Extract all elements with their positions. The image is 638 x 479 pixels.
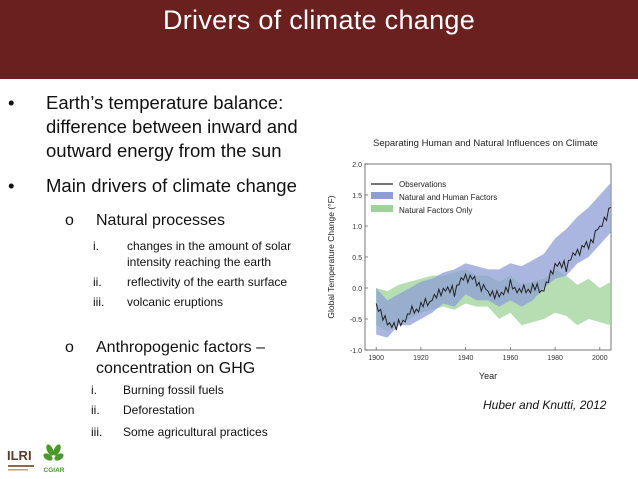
item-number: iii. xyxy=(91,425,103,439)
ilri-logo: ILRI xyxy=(7,448,34,471)
y-axis-label: Global Temperature Change (°F) xyxy=(326,195,336,318)
anthro-item-3: iii. Some agricultural practices xyxy=(91,424,268,440)
sub-natural-processes: o Natural processes xyxy=(65,210,225,231)
cgiar-logo-text: CGIAR xyxy=(44,467,65,474)
anthro-item-2: ii. Deforestation xyxy=(91,402,195,418)
bullet-marker: • xyxy=(8,92,15,113)
x-tick-label: 1980 xyxy=(547,355,563,362)
bullet-line: difference between inward and xyxy=(46,116,298,137)
bullet-marker: • xyxy=(8,175,15,196)
legend-swatch-natural-human xyxy=(371,192,393,199)
ilri-logo-text: ILRI xyxy=(7,448,32,463)
item-number: iii. xyxy=(93,295,105,309)
item-text: Burning fossil fuels xyxy=(123,383,224,397)
item-text: volcanic eruptions xyxy=(127,295,224,309)
item-number: i. xyxy=(93,239,99,253)
sub-anthropogenic: o Anthropogenic factors – concentration … xyxy=(65,337,265,379)
sub-label: concentration on GHG xyxy=(96,360,256,377)
natural-human-band xyxy=(376,182,611,338)
legend-label: Observations xyxy=(399,180,446,189)
y-tick-label: -0.5 xyxy=(350,317,362,324)
title-bar: Drivers of climate change xyxy=(0,0,638,79)
sub-label: Anthropogenic factors – xyxy=(96,339,265,356)
observations-line xyxy=(375,206,612,331)
bullet-main-drivers: • Main drivers of climate change xyxy=(8,174,297,198)
x-axis-label: Year xyxy=(479,371,497,381)
item-number: ii. xyxy=(91,403,100,417)
item-text: Some agricultural practices xyxy=(123,425,268,439)
x-tick-label: 1960 xyxy=(503,355,519,362)
anthro-item-1: i. Burning fossil fuels xyxy=(91,382,224,398)
y-tick-label: 0.0 xyxy=(352,286,362,293)
natural-item-1: i. changes in the amount of solar intens… xyxy=(93,238,292,270)
y-tick-label: -1.0 xyxy=(350,348,362,355)
legend-swatch-natural-only xyxy=(371,205,393,212)
natural-item-3: iii. volcanic eruptions xyxy=(93,294,224,310)
sub-marker: o xyxy=(65,212,74,229)
x-tick-label: 2000 xyxy=(592,355,608,362)
y-tick-label: 1.5 xyxy=(352,193,362,200)
citation: Huber and Knutti, 2012 xyxy=(483,398,607,412)
climate-chart: Separating Human and Natural Influences … xyxy=(313,130,629,384)
y-tick-label: 2.0 xyxy=(352,162,362,169)
item-number: ii. xyxy=(93,275,102,289)
legend-label: Natural Factors Only xyxy=(399,206,472,215)
y-tick-label: 1.0 xyxy=(352,224,362,231)
item-text: reflectivity of the earth surface xyxy=(127,275,288,289)
cgiar-logo: CGIAR xyxy=(43,444,65,474)
chart-title: Separating Human and Natural Influences … xyxy=(373,138,598,149)
item-text: intensity reaching the earth xyxy=(127,255,272,269)
bullet-line: Main drivers of climate change xyxy=(46,175,297,196)
item-text: Deforestation xyxy=(123,403,195,417)
item-text: changes in the amount of solar xyxy=(127,239,292,253)
natural-item-2: ii. reflectivity of the earth surface xyxy=(93,274,288,290)
item-number: i. xyxy=(91,383,97,397)
slide-title: Drivers of climate change xyxy=(162,5,476,35)
x-tick-label: 1920 xyxy=(413,355,429,362)
y-tick-label: 0.5 xyxy=(352,255,362,262)
bullet-line: Earth’s temperature balance: xyxy=(46,92,284,113)
bullet-energy-balance: • Earth’s temperature balance: differenc… xyxy=(8,91,298,163)
bullet-line: outward energy from the sun xyxy=(46,140,282,161)
sub-marker: o xyxy=(65,339,74,356)
x-tick-label: 1900 xyxy=(368,355,384,362)
x-tick-label: 1940 xyxy=(458,355,474,362)
sub-label: Natural processes xyxy=(96,212,225,229)
legend-label: Natural and Human Factors xyxy=(399,193,497,202)
